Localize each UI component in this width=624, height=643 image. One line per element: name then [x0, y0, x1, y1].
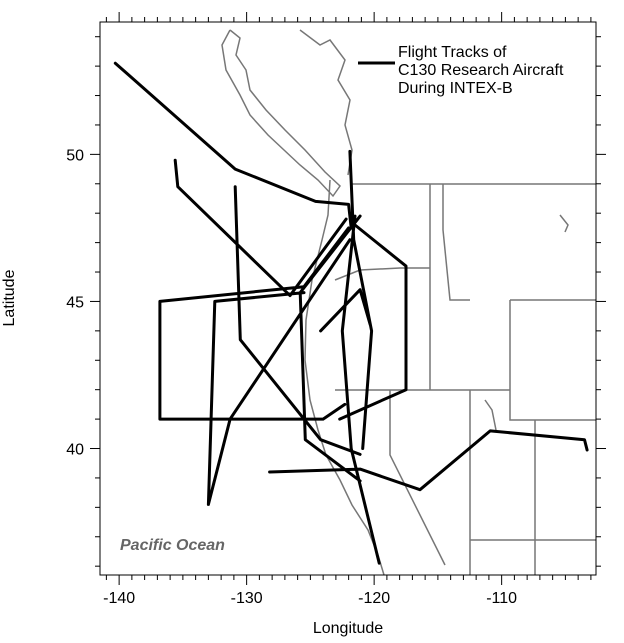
legend-label: Flight Tracks of C130 Research Aircraft …	[398, 44, 564, 97]
map-background	[221, 29, 596, 576]
y-axis-label: Latitude	[1, 269, 18, 326]
lake	[559, 214, 569, 233]
annotation: Pacific Ocean	[120, 537, 225, 554]
border	[389, 390, 446, 566]
border	[509, 300, 596, 421]
flight-track	[113, 61, 589, 565]
coastline-north	[299, 29, 353, 176]
y-tick-label: 50	[66, 147, 84, 164]
island	[221, 29, 341, 198]
y-tick-label: 40	[66, 442, 84, 459]
x-tick-label: -130	[231, 590, 263, 607]
lake	[484, 399, 497, 431]
coastline	[304, 179, 385, 576]
border	[442, 184, 470, 301]
x-tick-label: -140	[103, 590, 135, 607]
x-tick-label: -120	[358, 590, 390, 607]
plot-frame	[99, 21, 597, 576]
y-tick-label: 45	[66, 294, 84, 311]
x-tick-label: -110	[486, 590, 517, 607]
x-axis-label: Longitude	[313, 620, 383, 637]
